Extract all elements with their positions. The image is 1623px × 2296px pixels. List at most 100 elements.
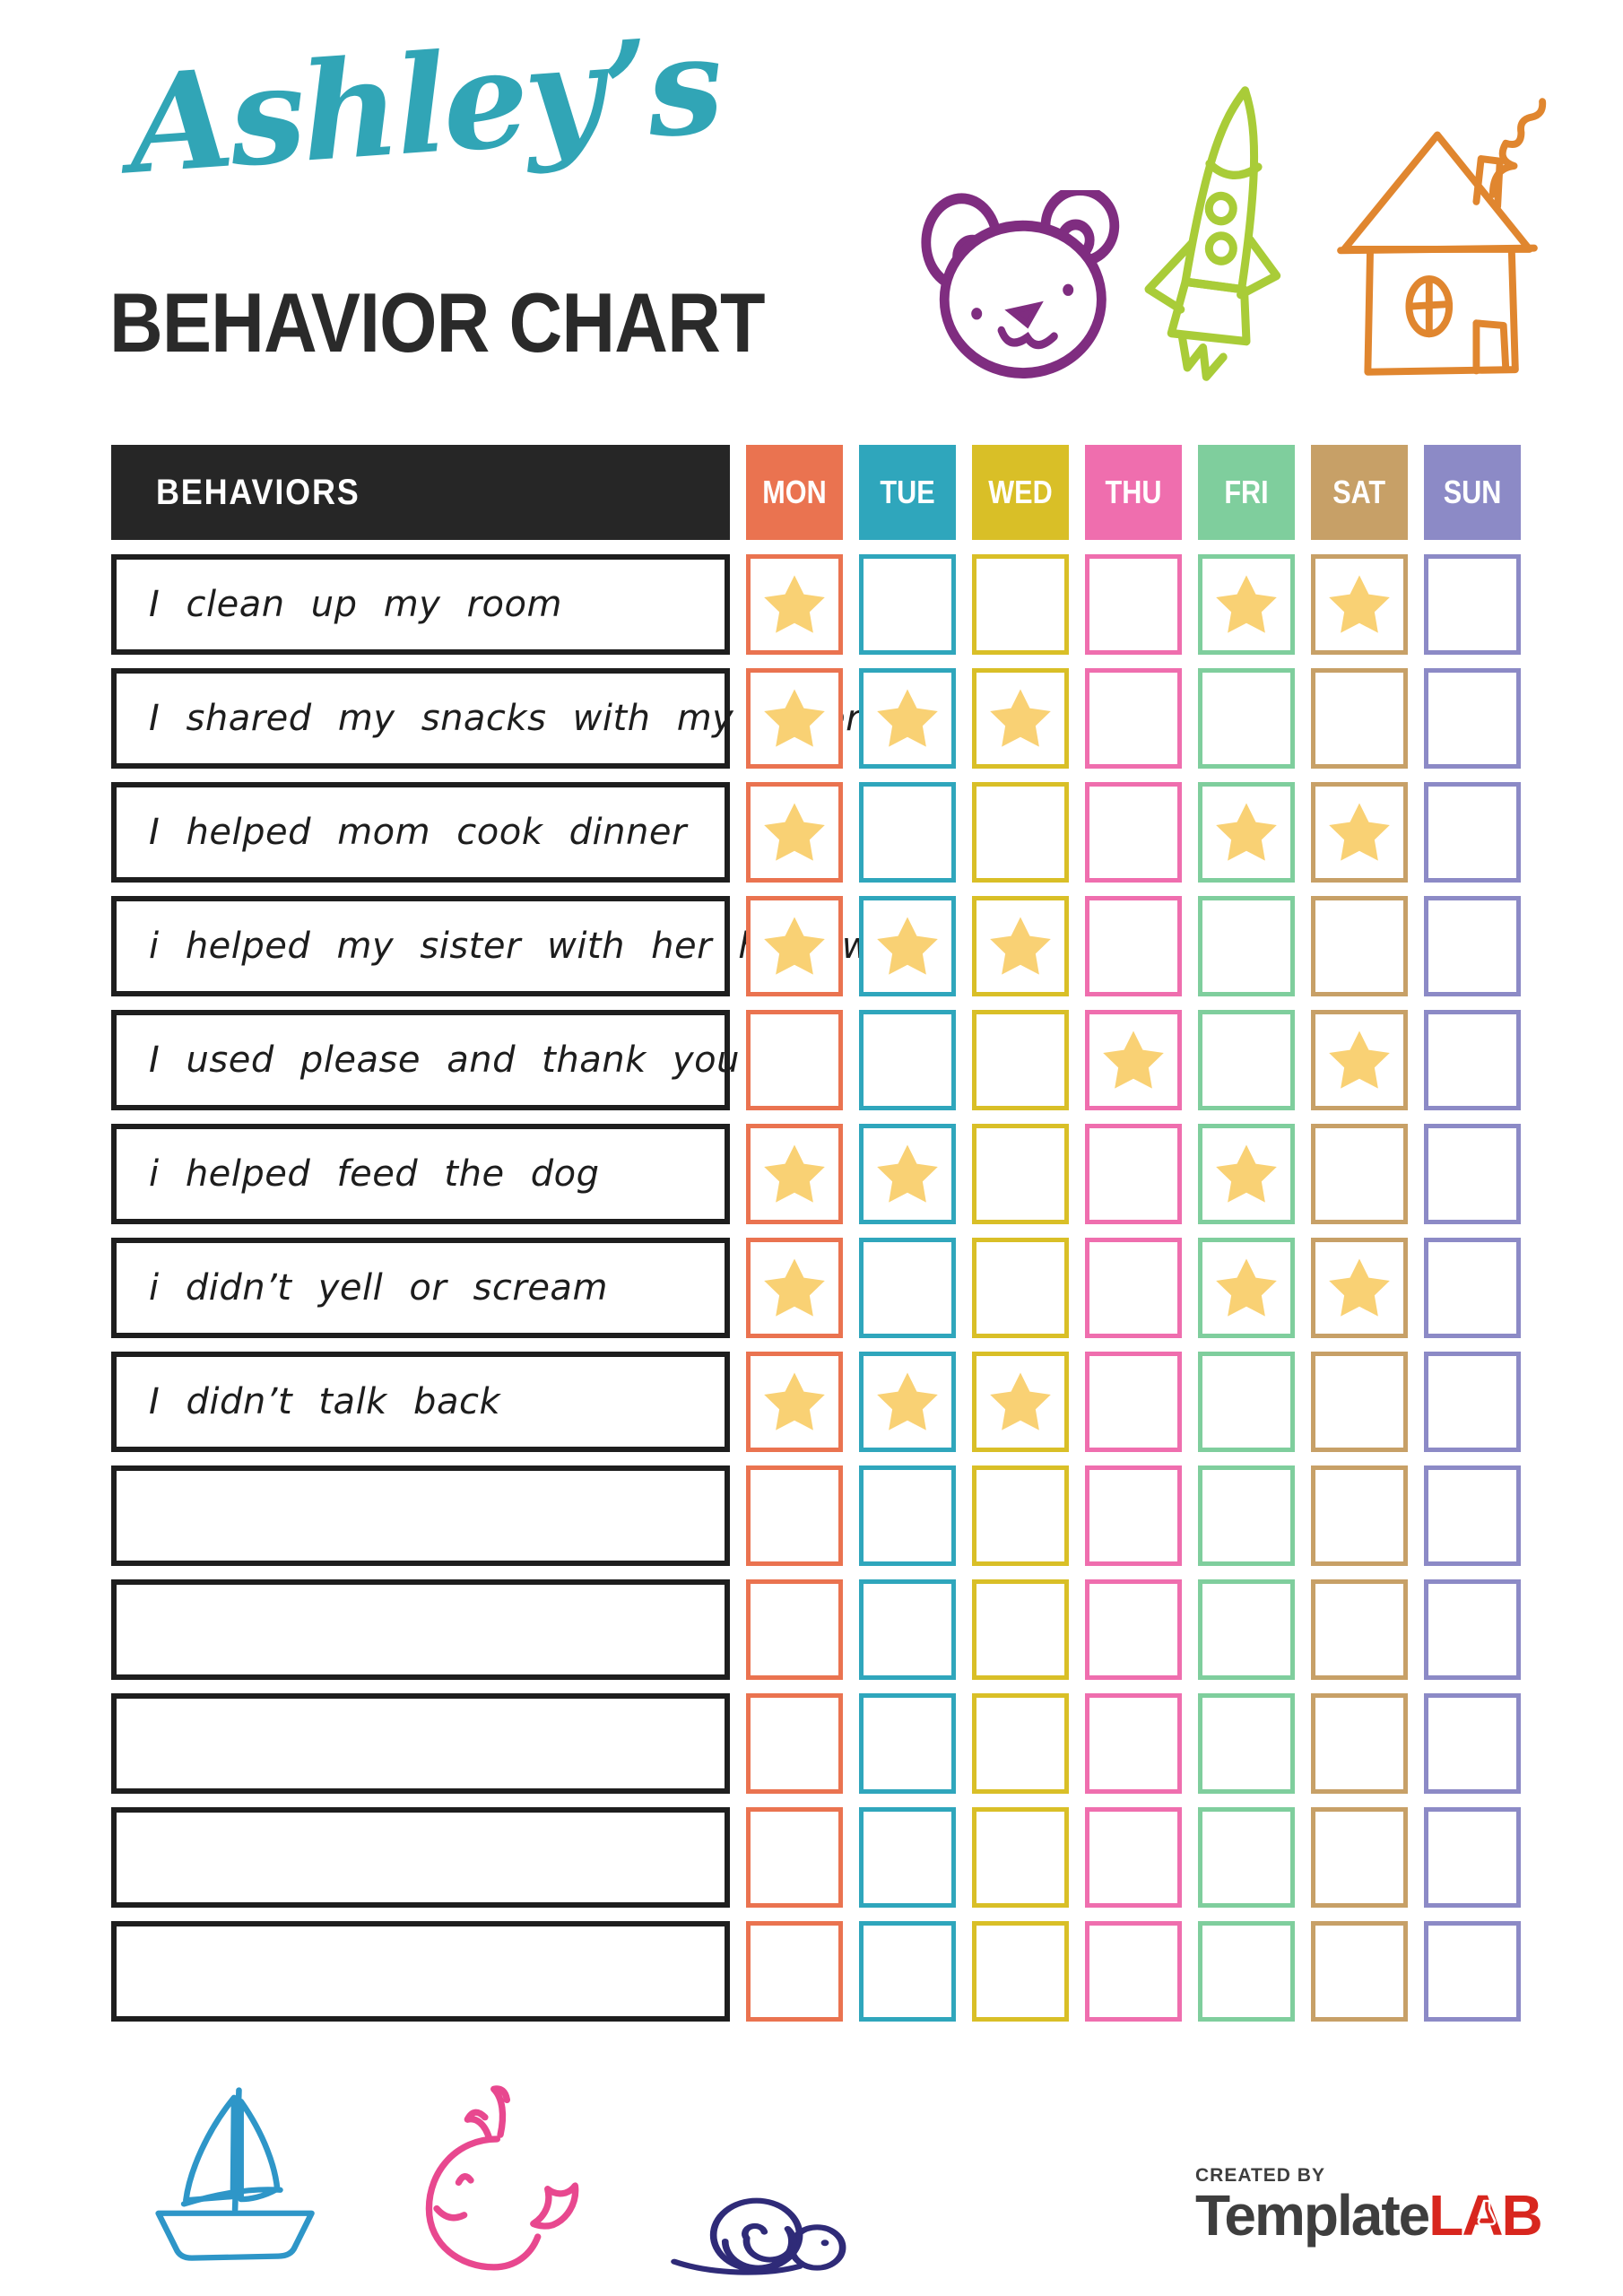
day-cell-fri[interactable]	[1198, 782, 1295, 883]
day-cell-mon[interactable]	[746, 1465, 843, 1566]
day-cell-thu[interactable]	[1085, 1352, 1182, 1452]
day-cell-thu[interactable]	[1085, 554, 1182, 655]
day-cell-wed[interactable]	[972, 554, 1069, 655]
day-cell-fri[interactable]	[1198, 554, 1295, 655]
day-cell-mon[interactable]	[746, 1807, 843, 1908]
day-cell-sat[interactable]	[1311, 1693, 1408, 1794]
day-cell-sat[interactable]	[1311, 1238, 1408, 1338]
day-cell-thu[interactable]	[1085, 1238, 1182, 1338]
day-cell-sun[interactable]	[1424, 1238, 1521, 1338]
day-cell-fri[interactable]	[1198, 668, 1295, 769]
day-cell-sat[interactable]	[1311, 554, 1408, 655]
day-cell-mon[interactable]	[746, 1352, 843, 1452]
day-cell-fri[interactable]	[1198, 1465, 1295, 1566]
day-cell-sun[interactable]	[1424, 1693, 1521, 1794]
day-cell-wed[interactable]	[972, 1010, 1069, 1110]
day-cell-sat[interactable]	[1311, 1807, 1408, 1908]
day-cell-tue[interactable]	[859, 782, 956, 883]
day-cell-fri[interactable]	[1198, 1352, 1295, 1452]
day-cell-sun[interactable]	[1424, 782, 1521, 883]
day-cell-tue[interactable]	[859, 1807, 956, 1908]
day-cell-tue[interactable]	[859, 1579, 956, 1680]
created-by-label: CREATED BY	[1195, 2165, 1325, 2186]
day-cell-wed[interactable]	[972, 1465, 1069, 1566]
day-cell-sun[interactable]	[1424, 1352, 1521, 1452]
day-cell-thu[interactable]	[1085, 782, 1182, 883]
day-cell-tue[interactable]	[859, 1921, 956, 2022]
day-cell-thu[interactable]	[1085, 1579, 1182, 1680]
day-cell-fri[interactable]	[1198, 1010, 1295, 1110]
day-cell-mon[interactable]	[746, 1693, 843, 1794]
day-cell-tue[interactable]	[859, 1124, 956, 1224]
day-cell-tue[interactable]	[859, 1693, 956, 1794]
day-cell-wed[interactable]	[972, 782, 1069, 883]
day-cell-tue[interactable]	[859, 554, 956, 655]
day-cell-thu[interactable]	[1085, 1921, 1182, 2022]
star-icon	[764, 689, 825, 747]
day-cell-wed[interactable]	[972, 1921, 1069, 2022]
day-cell-sun[interactable]	[1424, 1124, 1521, 1224]
day-cell-mon[interactable]	[746, 782, 843, 883]
day-cell-sat[interactable]	[1311, 782, 1408, 883]
day-cell-mon[interactable]	[746, 668, 843, 769]
day-cell-tue[interactable]	[859, 1238, 956, 1338]
day-cell-thu[interactable]	[1085, 668, 1182, 769]
behaviors-header-cell: BEHAVIORS	[111, 445, 730, 540]
day-cell-tue[interactable]	[859, 1465, 956, 1566]
day-cell-sun[interactable]	[1424, 896, 1521, 996]
day-cell-wed[interactable]	[972, 1238, 1069, 1338]
day-cell-thu[interactable]	[1085, 1010, 1182, 1110]
day-cell-mon[interactable]	[746, 554, 843, 655]
day-cell-thu[interactable]	[1085, 1465, 1182, 1566]
day-cell-wed[interactable]	[972, 1579, 1069, 1680]
day-cell-sun[interactable]	[1424, 1579, 1521, 1680]
day-cell-fri[interactable]	[1198, 1693, 1295, 1794]
day-cell-sun[interactable]	[1424, 554, 1521, 655]
templatelab-logo[interactable]: CREATED BY TemplateLAB	[1195, 2165, 1543, 2244]
day-cell-sat[interactable]	[1311, 1010, 1408, 1110]
day-cell-thu[interactable]	[1085, 1807, 1182, 1908]
behavior-label-box: I helped mom cook dinner	[111, 782, 730, 883]
day-cell-fri[interactable]	[1198, 1921, 1295, 2022]
day-cell-sat[interactable]	[1311, 896, 1408, 996]
day-cell-mon[interactable]	[746, 1124, 843, 1224]
day-cell-mon[interactable]	[746, 1921, 843, 2022]
day-cell-sat[interactable]	[1311, 1124, 1408, 1224]
day-cell-fri[interactable]	[1198, 1124, 1295, 1224]
day-cell-mon[interactable]	[746, 1010, 843, 1110]
day-cell-sun[interactable]	[1424, 1465, 1521, 1566]
day-cell-wed[interactable]	[972, 896, 1069, 996]
day-cell-wed[interactable]	[972, 1352, 1069, 1452]
day-cell-tue[interactable]	[859, 896, 956, 996]
day-cell-wed[interactable]	[972, 668, 1069, 769]
day-cell-wed[interactable]	[972, 1807, 1069, 1908]
day-cell-sun[interactable]	[1424, 1921, 1521, 2022]
behavior-text: I helped mom cook dinner	[149, 812, 687, 853]
day-cell-tue[interactable]	[859, 668, 956, 769]
day-cell-tue[interactable]	[859, 1352, 956, 1452]
day-cell-sun[interactable]	[1424, 1010, 1521, 1110]
day-cell-thu[interactable]	[1085, 1124, 1182, 1224]
day-cell-wed[interactable]	[972, 1693, 1069, 1794]
day-cell-mon[interactable]	[746, 1579, 843, 1680]
day-cell-sat[interactable]	[1311, 1465, 1408, 1566]
day-cell-fri[interactable]	[1198, 896, 1295, 996]
day-cell-sun[interactable]	[1424, 1807, 1521, 1908]
day-cell-sat[interactable]	[1311, 668, 1408, 769]
day-cell-wed[interactable]	[972, 1124, 1069, 1224]
day-cell-mon[interactable]	[746, 1238, 843, 1338]
day-cell-fri[interactable]	[1198, 1238, 1295, 1338]
day-cell-sat[interactable]	[1311, 1579, 1408, 1680]
day-cell-sat[interactable]	[1311, 1352, 1408, 1452]
day-cell-sun[interactable]	[1424, 668, 1521, 769]
day-cell-mon[interactable]	[746, 896, 843, 996]
day-cell-tue[interactable]	[859, 1010, 956, 1110]
day-cell-sat[interactable]	[1311, 1921, 1408, 2022]
brand-suffix: LAB	[1428, 2183, 1543, 2248]
snail-icon	[653, 2187, 868, 2296]
day-cell-fri[interactable]	[1198, 1807, 1295, 1908]
day-cell-thu[interactable]	[1085, 1693, 1182, 1794]
day-cell-fri[interactable]	[1198, 1579, 1295, 1680]
day-cell-thu[interactable]	[1085, 896, 1182, 996]
